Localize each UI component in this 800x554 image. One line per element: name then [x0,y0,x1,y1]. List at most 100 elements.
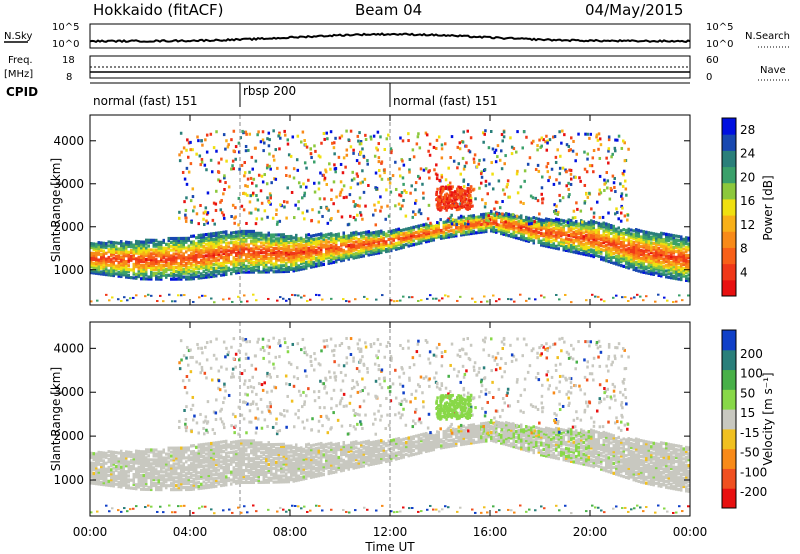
power-cell [450,233,453,236]
velocity-cell [108,466,111,469]
power-cell [523,229,526,232]
power-cell [473,214,476,217]
power-cell [185,196,188,199]
power-cell [389,182,392,185]
velocity-cell [120,466,123,469]
power-cell [541,175,544,178]
power-cell [460,173,463,176]
power-cell [223,246,226,249]
power-cell [231,301,234,303]
power-cell [359,142,362,145]
power-cell [530,222,533,225]
power-cell [225,230,228,233]
power-cell [415,231,418,234]
power-cell [515,234,518,237]
power-cell [313,234,316,237]
power-cell [555,161,558,164]
power-cell [380,206,383,209]
power-cell [375,231,378,234]
power-cell [483,158,486,161]
power-cell [203,270,206,273]
power-cell [314,150,317,153]
power-cell [540,145,543,148]
power-cell [213,146,216,149]
power-cell [425,223,428,226]
power-cell [508,213,511,216]
power-cell [625,194,628,197]
power-cell [183,146,186,149]
power-cell [326,137,329,140]
power-cell [473,158,476,161]
power-cell [195,153,198,156]
power-cell [469,150,472,153]
power-cell [375,147,378,150]
power-cell [113,241,116,244]
power-cell [133,276,136,279]
power-cell [253,247,256,250]
velocity-cell [140,450,143,453]
power-cell [359,196,362,199]
power-cell [266,196,269,199]
power-cell [215,190,218,193]
power-cell [409,158,412,161]
power-cell [207,191,210,194]
power-cell [625,229,628,232]
power-cell [283,264,286,267]
power-cell [523,219,526,222]
power-cell [483,223,486,226]
power-cell [474,301,477,303]
power-cell [324,169,327,172]
power-cell [205,233,208,236]
power-cell [303,244,306,247]
power-cell [399,207,402,210]
power-cell [483,295,486,297]
power-cell [198,296,201,298]
power-cell [678,266,681,269]
power-cell [300,296,303,298]
power-cell [558,298,561,300]
power-cell [233,231,236,234]
power-cell [618,135,621,138]
power-cell [640,270,643,273]
power-cell [663,265,666,268]
power-cell [330,232,333,235]
power-colorbar-tick: 12 [740,218,755,232]
power-cell [170,237,173,240]
power-cell [319,197,322,200]
velocity-cell [140,474,143,477]
power-cell [523,130,526,133]
power-cell [384,218,387,221]
power-cell [622,139,625,142]
power-cell [499,159,502,162]
power-cell [168,262,171,265]
power-cell [243,230,246,233]
power-cell [396,300,399,302]
power-cell [292,135,295,138]
power-cell [190,252,193,255]
power-cell [501,200,504,203]
velocity-cell [138,450,141,453]
power-cell [565,184,568,187]
power-cell [269,196,272,199]
power-cell [613,181,616,184]
power-cell [135,294,138,296]
power-cell [603,249,606,252]
power-cell [244,184,247,187]
power-cell [230,138,233,141]
power-cell [145,246,148,249]
power-cell [117,298,120,300]
power-cell [456,223,459,226]
power-cell [395,188,398,191]
power-cell [409,192,412,195]
power-cell [103,249,106,252]
power-cell [105,242,108,245]
power-cell [635,228,638,231]
power-cell [260,249,263,252]
power-cell [614,190,617,193]
power-cell [255,184,257,187]
power-cell [581,221,584,224]
power-cell [143,240,146,243]
power-cell [266,182,269,185]
power-cell [599,216,602,219]
power-cell [414,213,417,216]
